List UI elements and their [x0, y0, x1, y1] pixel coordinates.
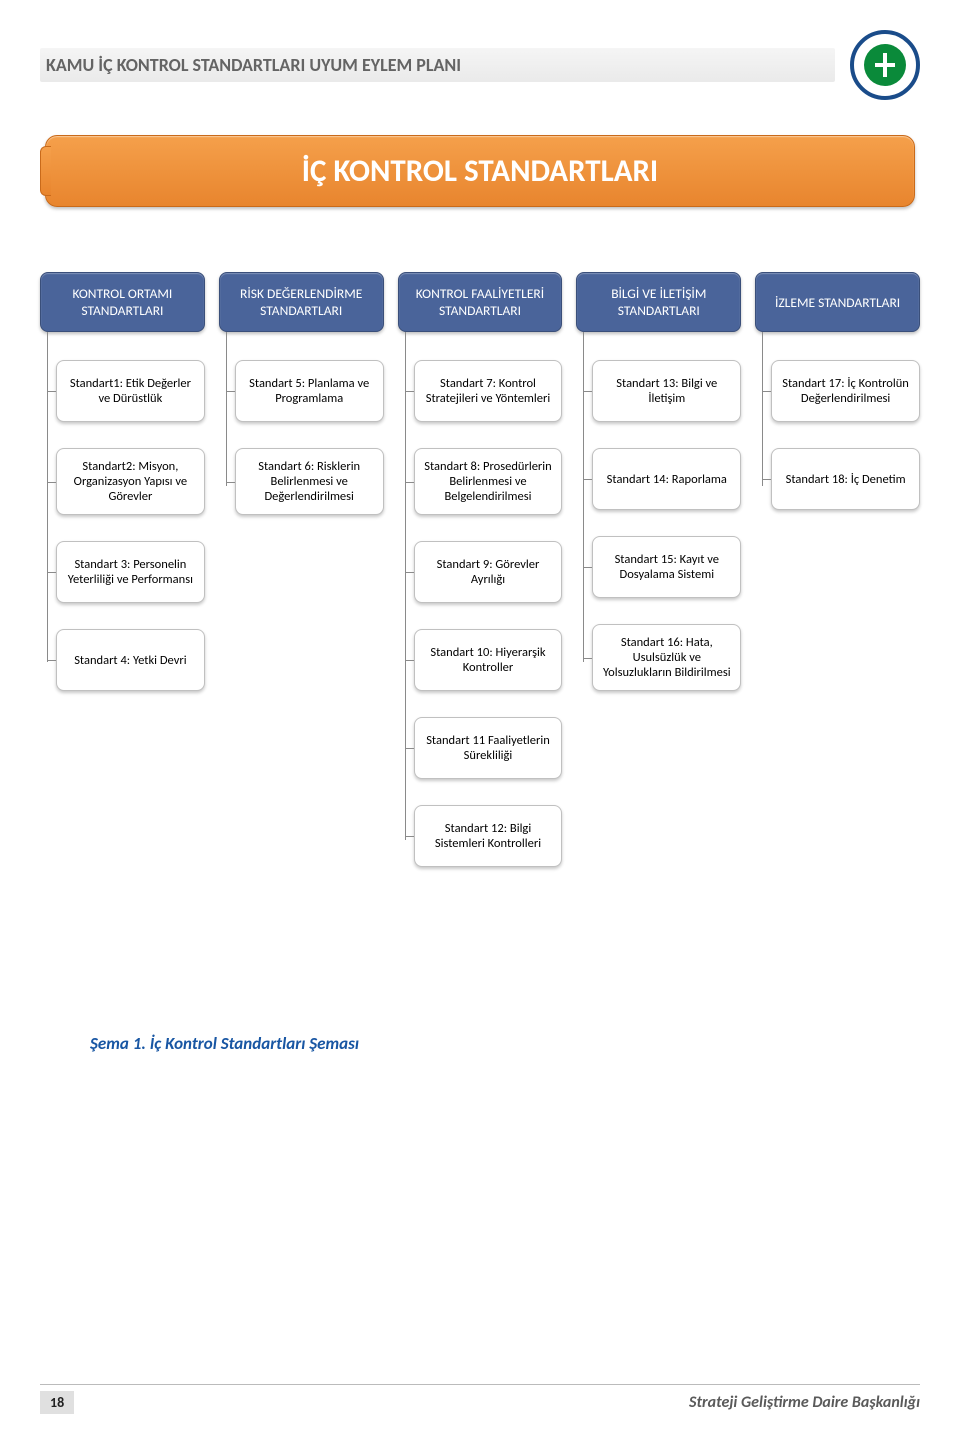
- diagram-node: Standart 7: Kontrol Stratejileri ve Yönt…: [414, 360, 563, 422]
- diagram-columns: KONTROL ORTAMI STANDARTLARI Standart1: E…: [40, 272, 920, 893]
- column-bilgi-iletisim: BİLGİ VE İLETİŞİM STANDARTLARI Standart …: [576, 272, 741, 893]
- column-header: BİLGİ VE İLETİŞİM STANDARTLARI: [576, 272, 741, 332]
- diagram-node: Standart 4: Yetki Devri: [56, 629, 205, 691]
- diagram-caption: Şema 1. İç Kontrol Standartları Şeması: [90, 1033, 920, 1054]
- page-footer: 18 Strateji Geliştirme Daire Başkanlığı: [40, 1384, 920, 1414]
- page-title: KAMU İÇ KONTROL STANDARTLARI UYUM EYLEM …: [40, 48, 835, 82]
- page-number: 18: [40, 1391, 74, 1414]
- connector-line: [47, 332, 48, 662]
- diagram-node: Standart1: Etik Değerler ve Dürüstlük: [56, 360, 205, 422]
- connector-line: [226, 332, 227, 486]
- column-izleme: İZLEME STANDARTLARI Standart 17: İç Kont…: [755, 272, 920, 893]
- diagram-node: Standart 11 Faaliyetlerin Sürekliliği: [414, 717, 563, 779]
- diagram-node: Standart 17: İç Kontrolün Değerlendirilm…: [771, 360, 920, 422]
- diagram-node: Standart 5: Planlama ve Programlama: [235, 360, 384, 422]
- column-kontrol-faaliyetleri: KONTROL FAALİYETLERİ STANDARTLARI Standa…: [398, 272, 563, 893]
- diagram-node: Standart 3: Personelin Yeterliliği ve Pe…: [56, 541, 205, 603]
- university-logo-icon: [850, 30, 920, 100]
- column-risk: RİSK DEĞERLENDİRME STANDARTLARI Standart…: [219, 272, 384, 893]
- column-header: İZLEME STANDARTLARI: [755, 272, 920, 332]
- diagram-main-title: İÇ KONTROL STANDARTLARI: [45, 135, 915, 207]
- diagram-node: Standart 9: Görevler Ayrılığı: [414, 541, 563, 603]
- diagram-node: Standart 12: Bilgi Sistemleri Kontroller…: [414, 805, 563, 867]
- connector-line: [762, 332, 763, 486]
- diagram-node: Standart 14: Raporlama: [592, 448, 741, 510]
- diagram-node: Standart 13: Bilgi ve İletişim: [592, 360, 741, 422]
- page: KAMU İÇ KONTROL STANDARTLARI UYUM EYLEM …: [0, 0, 960, 1442]
- diagram-node: Standart 10: Hiyerarşik Kontroller: [414, 629, 563, 691]
- diagram-node: Standart 6: Risklerin Belirlenmesi ve De…: [235, 448, 384, 515]
- diagram-node: Standart2: Misyon, Organizasyon Yapısı v…: [56, 448, 205, 515]
- footer-org-name: Strateji Geliştirme Daire Başkanlığı: [689, 1393, 920, 1412]
- diagram-node: Standart 16: Hata, Usulsüzlük ve Yolsuzl…: [592, 624, 741, 691]
- diagram-node: Standart 18: İç Denetim: [771, 448, 920, 510]
- diagram-node: Standart 8: Prosedürlerin Belirlenmesi v…: [414, 448, 563, 515]
- diagram-node: Standart 15: Kayıt ve Dosyalama Sistemi: [592, 536, 741, 598]
- column-header: RİSK DEĞERLENDİRME STANDARTLARI: [219, 272, 384, 332]
- column-header: KONTROL FAALİYETLERİ STANDARTLARI: [398, 272, 563, 332]
- column-header: KONTROL ORTAMI STANDARTLARI: [40, 272, 205, 332]
- column-kontrol-ortami: KONTROL ORTAMI STANDARTLARI Standart1: E…: [40, 272, 205, 893]
- connector-line: [583, 332, 584, 662]
- connector-line: [405, 332, 406, 840]
- page-header: KAMU İÇ KONTROL STANDARTLARI UYUM EYLEM …: [40, 30, 920, 100]
